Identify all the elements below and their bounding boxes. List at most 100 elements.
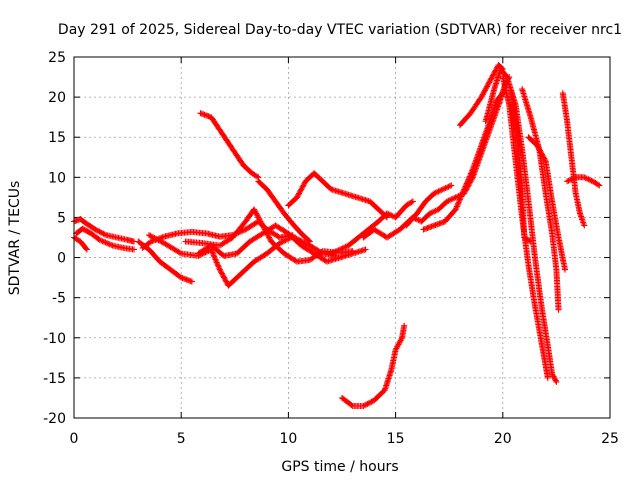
data-point-run (328, 243, 350, 257)
data-point-run (173, 229, 194, 237)
data-point-run (534, 142, 548, 163)
y-tick-label: 5 (57, 210, 66, 226)
series-track-k (285, 170, 390, 221)
data-point-run (281, 210, 295, 226)
chart-title: Day 291 of 2025, Sidereal Day-to-day VTE… (58, 22, 622, 38)
series-track-h (195, 222, 369, 265)
data-point-run (259, 223, 278, 237)
data-point-run (525, 134, 539, 148)
data-point-run (345, 231, 366, 249)
data-point-run (167, 266, 183, 280)
data-point-run (272, 222, 291, 236)
data-point-run (242, 219, 261, 233)
data-point-run (229, 146, 246, 168)
data-point-run (555, 234, 568, 273)
data-point-run (519, 182, 528, 239)
data-point-run (339, 394, 355, 409)
data-point-run (109, 242, 125, 251)
series-track-x (564, 174, 603, 189)
series-track-t (508, 90, 534, 245)
data-point-run (444, 195, 458, 205)
data-point-run (514, 142, 525, 187)
data-point-run (456, 111, 473, 129)
data-point-run (225, 271, 244, 289)
data-point-run (216, 266, 231, 288)
data-point-run (88, 230, 102, 242)
data-point-run (499, 74, 512, 107)
data-point-run (452, 187, 467, 213)
data-point-run (242, 207, 257, 225)
data-point-run (124, 236, 137, 245)
data-point-run (532, 254, 545, 308)
data-point-run (264, 186, 278, 204)
data-point-run (549, 230, 560, 271)
data-point-run (208, 242, 226, 258)
data-point-run (229, 219, 248, 241)
series-track-p (420, 90, 506, 233)
y-tick-label: 20 (48, 90, 66, 106)
data-point-run (549, 370, 560, 385)
data-point-run (255, 178, 269, 192)
data-point-run (431, 187, 445, 197)
data-point-run (195, 243, 213, 257)
data-point-run (403, 211, 420, 229)
series-track-b (73, 225, 137, 253)
data-point-run (349, 246, 369, 257)
data-point-run (418, 211, 432, 225)
data-point-run (246, 231, 265, 245)
data-point-run (178, 250, 200, 259)
data-point-run (285, 230, 304, 248)
series-track-w (559, 90, 588, 229)
data-point-run (294, 257, 312, 265)
data-point-run (577, 210, 588, 229)
x-tick-label: 0 (70, 431, 79, 447)
data-point-run (381, 368, 394, 393)
y-tick-label: 0 (57, 251, 66, 267)
y-tick-label: -5 (52, 291, 66, 307)
data-point-run (478, 75, 495, 101)
data-point-run (525, 198, 538, 259)
data-point-run (371, 388, 387, 404)
data-point-run (268, 238, 286, 256)
y-tick-label: 25 (48, 50, 66, 66)
x-tick-label: 15 (387, 431, 405, 447)
plot-frame (73, 56, 611, 419)
data-point-run (388, 348, 399, 373)
data-point-run (559, 90, 570, 123)
data-point-run (366, 198, 381, 212)
y-tick-label: -15 (43, 371, 66, 387)
data-point-run (420, 223, 436, 233)
data-point-run (525, 262, 538, 308)
data-point-run (544, 342, 555, 376)
data-point-run (441, 207, 458, 225)
data-point-run (512, 102, 525, 151)
data-point-run (285, 195, 299, 209)
data-point-run (469, 143, 484, 173)
data-point-run (564, 175, 578, 185)
data-point-run (371, 226, 389, 240)
data-point-run (435, 199, 449, 213)
data-point-run (146, 232, 166, 246)
data-point-run (422, 191, 437, 205)
data-point-run (77, 216, 89, 227)
series-track-e (135, 238, 195, 285)
data-point-run (508, 90, 521, 147)
data-point-run (581, 174, 595, 184)
data-point-run (414, 199, 428, 217)
data-point-run (549, 198, 562, 239)
data-point-run (589, 178, 603, 189)
data-point-run (384, 227, 402, 241)
data-point-run (178, 274, 195, 285)
data-point-run (238, 259, 256, 277)
series-track-v (525, 134, 568, 273)
data-point-run (341, 190, 359, 200)
data-point-run (478, 119, 493, 149)
y-tick-label: 10 (48, 170, 66, 186)
series-track-g (182, 206, 356, 265)
x-tick-label: 25 (601, 431, 619, 447)
data-point-run (399, 322, 408, 341)
y-tick-label: -20 (43, 411, 66, 427)
data-point-run (491, 67, 504, 93)
data-point-run (208, 114, 225, 135)
